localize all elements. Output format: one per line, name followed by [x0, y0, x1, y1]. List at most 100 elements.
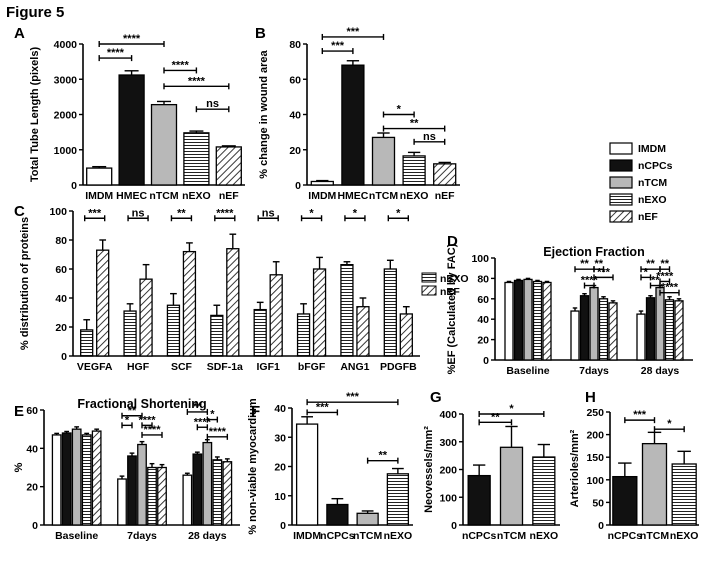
- panel-b: B 0 20 40 60 80 % change in wound area IMDM HMEC…: [255, 25, 460, 202]
- significance-label: ns: [262, 207, 275, 219]
- y-tick-label: 0: [295, 180, 301, 192]
- bar-nef: [356, 306, 370, 357]
- significance-label: ****: [656, 270, 674, 282]
- bar-ntcm: [71, 428, 82, 526]
- y-tick-label: 0: [280, 520, 286, 532]
- bar-nexo: [598, 298, 609, 361]
- bar-ntcm: [356, 512, 379, 526]
- y-tick-label: 200: [586, 430, 604, 442]
- x-tick-label: IGF1: [257, 361, 280, 373]
- bar-nexo: [664, 299, 675, 361]
- x-tick-label: 7days: [127, 530, 157, 542]
- bar-imdm: [182, 474, 193, 526]
- panel-e: E Fractional Shortening 0 20 40 60% Baseline 7d…: [13, 397, 240, 542]
- significance-label: ****: [107, 47, 125, 59]
- significance-label: ns: [132, 207, 145, 219]
- significance-label: **: [646, 258, 655, 270]
- panel-letter: C: [14, 203, 25, 220]
- bar-ncpcs: [579, 295, 590, 361]
- bar-ncpcs: [127, 455, 137, 526]
- panel-letter: B: [255, 25, 266, 42]
- significance-label: *: [309, 207, 314, 219]
- significance-label: **: [128, 405, 137, 417]
- bar-nexo: [383, 268, 397, 357]
- x-tick-label: IMDM: [293, 530, 321, 542]
- significance-label: ***: [633, 409, 647, 421]
- y-tick-label: 100: [439, 492, 457, 504]
- significance-label: ns: [423, 131, 436, 143]
- bar-imdm: [570, 310, 580, 361]
- y-tick-label: 100: [471, 253, 489, 265]
- significance-label: ****: [194, 416, 212, 428]
- significance-label: *: [125, 414, 130, 426]
- significance-label: **: [580, 258, 589, 270]
- bar-ntcm: [137, 443, 147, 526]
- significance-label: **: [410, 118, 419, 130]
- significance-label: *: [396, 207, 401, 219]
- significance-label: **: [594, 258, 603, 270]
- panel-d: D Ejection Fraction 0 20 40 60 80 100 %EF (Calcu…: [446, 233, 693, 377]
- y-tick-label: 80: [289, 39, 301, 51]
- bar-ncpcs: [513, 279, 524, 361]
- legend-swatch-imdm: [609, 142, 633, 155]
- bar-nef: [269, 274, 283, 357]
- y-tick-label: 40: [477, 314, 489, 326]
- x-tick-label: nEF: [435, 190, 455, 202]
- bar-nexo: [81, 434, 92, 526]
- y-axis-label: % non-viable myocardium: [247, 398, 259, 535]
- panel-letter: E: [14, 403, 24, 420]
- significance-label: ***: [88, 207, 102, 219]
- x-tick-label: nEXO: [182, 190, 211, 202]
- x-tick-label: nEXO: [530, 530, 559, 542]
- significance-label: ****: [209, 426, 227, 438]
- significance-label: **: [660, 258, 669, 270]
- bar-imdm: [310, 180, 334, 186]
- panel-f: F 0 10 20 30 40 % non-viable myocardium IMDM nCP…: [247, 391, 413, 542]
- panel-g: G 0 100 200 300 400 Neovessels/mm² nCPCs nTCM nEX…: [423, 389, 560, 542]
- y-tick-label: 20: [289, 145, 301, 157]
- x-tick-label: SDF-1a: [207, 361, 243, 373]
- bar-nef: [96, 249, 110, 357]
- x-tick-label: nEF: [219, 190, 239, 202]
- legend-label: nEF: [638, 211, 658, 223]
- x-tick-label: nTCM: [353, 530, 382, 542]
- bar-ntcm: [202, 441, 213, 526]
- significance-label: **: [177, 207, 186, 219]
- bar-ntcm: [150, 103, 178, 186]
- x-tick-label: HMEC: [337, 190, 368, 202]
- y-axis-label: %EF (Calculated by FAC): [446, 243, 458, 374]
- panel-letter: F: [251, 403, 260, 420]
- y-tick-label: 80: [55, 235, 67, 247]
- y-tick-label: 100: [586, 475, 604, 487]
- bar-nef: [157, 466, 167, 526]
- significance-label: ***: [331, 40, 345, 52]
- significance-label: ****: [143, 424, 161, 436]
- y-tick-label: 200: [439, 465, 457, 477]
- bar-nef: [674, 300, 684, 361]
- significance-label: ****: [661, 282, 679, 294]
- x-tick-label: SCF: [171, 361, 193, 373]
- y-axis-label: Total Tube Length (pixels): [29, 47, 41, 183]
- bar-hmec: [118, 74, 145, 186]
- y-tick-label: 60: [289, 74, 301, 86]
- x-tick-label: ANG1: [340, 361, 369, 373]
- x-tick-label: nTCM: [640, 530, 669, 542]
- significance-label: ***: [597, 266, 611, 278]
- y-tick-label: 20: [477, 335, 489, 347]
- x-tick-label: nTCM: [369, 190, 398, 202]
- y-tick-label: 150: [586, 452, 604, 464]
- x-tick-label: nCPCs: [608, 530, 643, 542]
- y-tick-label: 100: [49, 206, 67, 218]
- x-tick-label: bFGF: [298, 361, 326, 373]
- y-tick-label: 0: [451, 520, 457, 532]
- y-tick-label: 60: [55, 264, 67, 276]
- bar-nexo: [147, 466, 157, 526]
- significance-label: ****: [123, 33, 141, 45]
- y-tick-label: 60: [477, 294, 489, 306]
- bar-nexo: [340, 263, 354, 357]
- bar-nexo: [210, 314, 224, 357]
- legend-swatch-nef: [609, 210, 633, 223]
- panel-c: C 0 20 40 60 80 100 % distribution of proteins V…: [14, 203, 469, 373]
